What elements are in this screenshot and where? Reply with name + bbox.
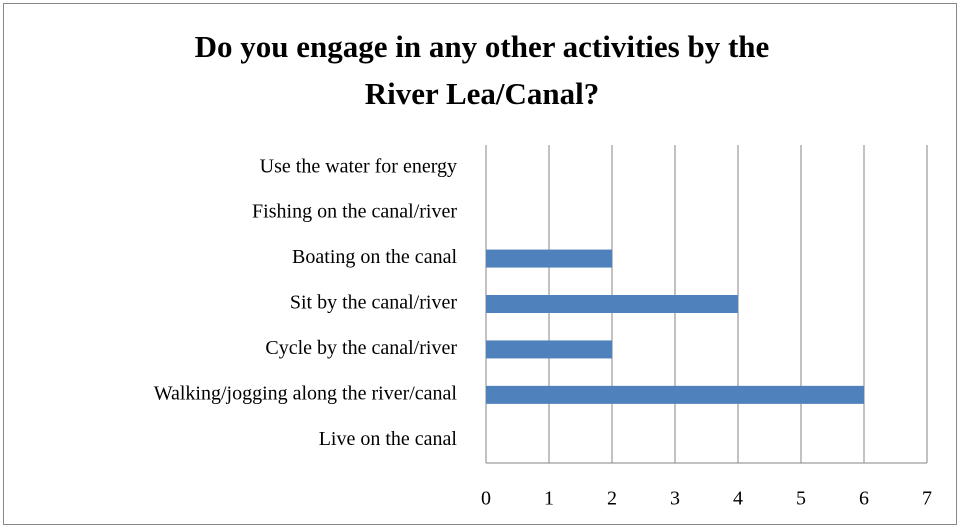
y-tick-label: Live on the canal (319, 428, 458, 450)
chart-border (3, 3, 957, 525)
y-tick-label: Walking/jogging along the river/canal (154, 382, 458, 404)
y-tick-label: Boating on the canal (292, 246, 457, 268)
bar (486, 295, 738, 313)
bar (486, 340, 612, 359)
x-tick-label: 2 (607, 488, 617, 510)
chart-title: River Lea/Canal? (365, 76, 600, 111)
x-tick-label: 1 (544, 488, 554, 510)
x-tick-label: 5 (796, 488, 806, 510)
chart-title: Do you engage in any other activities by… (195, 29, 770, 64)
x-tick-label: 4 (733, 488, 743, 510)
y-tick-label: Cycle by the canal/river (265, 337, 457, 359)
y-tick-label: Fishing on the canal/river (252, 201, 457, 223)
x-tick-label: 6 (859, 488, 869, 510)
bar (486, 249, 612, 268)
x-tick-label: 0 (481, 488, 491, 510)
x-tick-label: 3 (670, 488, 680, 510)
y-tick-label: Use the water for energy (260, 155, 457, 177)
y-tick-label: Sit by the canal/river (290, 292, 458, 314)
x-tick-label: 7 (922, 488, 932, 510)
bar (486, 385, 864, 404)
